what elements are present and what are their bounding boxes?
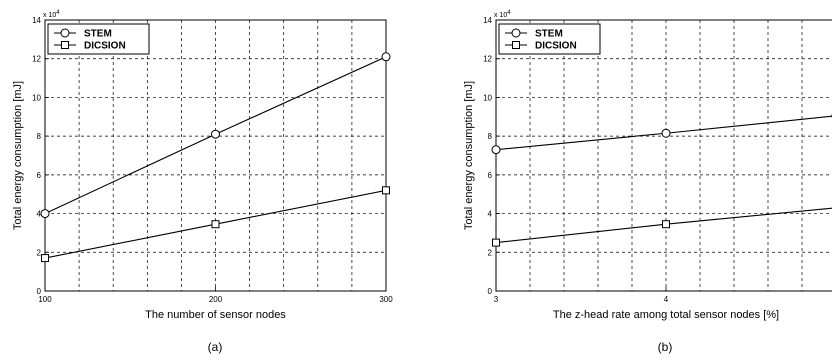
- y-tick-label: 8: [488, 132, 493, 141]
- y-axis-label: Total energy consumption [mJ]: [12, 81, 24, 230]
- x-axis-label: The z-head rate among total sensor nodes…: [553, 309, 779, 321]
- x-tick-label: 300: [379, 295, 393, 304]
- legend-marker-square: [512, 41, 520, 49]
- x-tick-label: 3: [494, 295, 499, 304]
- y-axis-multiplier: x 104: [43, 10, 60, 19]
- legend-label-dicsion: DICSION: [84, 41, 126, 52]
- y-tick-label: 2: [488, 248, 493, 257]
- y-tick-label: 0: [488, 287, 493, 296]
- x-tick-label: 100: [38, 295, 52, 304]
- data-point-dicsion: [211, 220, 220, 229]
- y-tick-label: 14: [483, 16, 492, 25]
- data-point-dicsion: [41, 254, 49, 263]
- y-tick-label: 12: [32, 55, 41, 64]
- y-tick-label: 12: [483, 55, 492, 64]
- y-tick-label: 10: [483, 93, 492, 102]
- panel-caption: (a): [208, 340, 223, 354]
- data-point-stem: [40, 209, 50, 219]
- data-point-stem: [661, 128, 671, 138]
- legend-label-dicsion: DICSION: [535, 41, 577, 52]
- y-tick-label: 6: [37, 171, 42, 180]
- y-tick-label: 2: [37, 248, 42, 257]
- x-tick-label: 4: [664, 295, 669, 304]
- legend-marker-circle: [60, 28, 70, 38]
- y-tick-label: 10: [32, 93, 41, 102]
- x-tick-label: 200: [209, 295, 223, 304]
- plot-frame: [495, 19, 832, 292]
- legend-label-stem: STEM: [84, 29, 112, 40]
- data-point-dicsion: [662, 220, 670, 229]
- legend-label-stem: STEM: [535, 29, 563, 40]
- y-tick-label: 6: [488, 171, 493, 180]
- panel-caption: (b): [658, 340, 673, 354]
- series-group: [491, 113, 832, 247]
- y-axis-multiplier: x 104: [494, 10, 511, 19]
- y-tick-label: 4: [488, 210, 493, 219]
- chart-panel-1: 0 2 4 6 8 10 12 14 100 200 300 x 104 The number of s…: [12, 10, 393, 354]
- y-tick-label: 4: [37, 210, 42, 219]
- y-tick-label: 8: [37, 132, 42, 141]
- y-tick-label: 14: [32, 16, 41, 25]
- data-point-stem: [491, 145, 501, 155]
- series-group: [40, 52, 391, 263]
- data-point-stem: [211, 129, 220, 139]
- x-axis-label: The number of sensor nodes: [145, 309, 286, 321]
- y-axis-label: Total energy consumption [mJ]: [463, 81, 475, 230]
- data-point-dicsion: [492, 238, 500, 247]
- data-point-stem: [381, 52, 391, 62]
- legend-marker-square: [61, 41, 69, 49]
- y-tick-label: 0: [37, 287, 42, 296]
- legend-marker-circle: [511, 28, 521, 38]
- data-point-dicsion: [382, 186, 390, 195]
